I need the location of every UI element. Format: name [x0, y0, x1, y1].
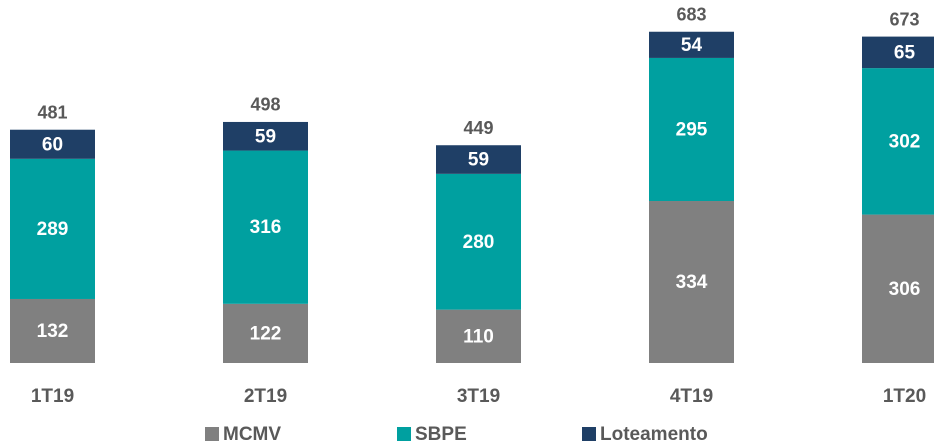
x-tick-label: 2T19	[244, 386, 287, 407]
data-label: 295	[676, 119, 708, 140]
bar-segment	[436, 173, 521, 310]
data-label: 280	[463, 232, 495, 253]
total-label: 481	[37, 102, 67, 122]
bar-segment	[223, 150, 308, 304]
data-label: 110	[463, 326, 494, 347]
total-label: 683	[676, 4, 706, 24]
x-tick-label: 4T19	[670, 386, 713, 407]
data-label: 316	[250, 217, 282, 238]
data-label: 334	[676, 272, 708, 293]
total-label: 449	[463, 118, 493, 138]
bar-segment	[10, 129, 95, 159]
bar-segment	[649, 57, 734, 202]
bar-segment	[223, 303, 308, 363]
total-label: 673	[889, 9, 919, 29]
x-tick-label: 1T20	[883, 386, 926, 407]
bar-segment	[649, 31, 734, 58]
legend-label: SBPE	[415, 424, 467, 445]
data-label: 302	[889, 131, 921, 152]
bar-segment	[649, 201, 734, 363]
bar-segment	[223, 121, 308, 151]
data-label: 65	[894, 42, 916, 63]
data-label: 122	[250, 323, 282, 344]
bar-segment	[436, 145, 521, 174]
bar-segment	[10, 158, 95, 299]
bar-segment	[10, 298, 95, 363]
data-label: 306	[889, 279, 921, 300]
data-label: 60	[42, 134, 63, 155]
data-label: 59	[255, 126, 276, 147]
bar-segment	[862, 214, 934, 363]
total-label: 498	[250, 95, 280, 115]
x-tick-label: 1T19	[31, 386, 74, 407]
bar-segment	[862, 36, 934, 69]
legend-label: Loteamento	[600, 424, 708, 445]
bar-segment	[862, 68, 934, 215]
legend-label: MCMV	[223, 424, 281, 445]
data-label: 289	[37, 219, 69, 240]
data-label: 59	[468, 150, 489, 171]
legend-swatch	[582, 427, 596, 441]
bar-segment	[436, 309, 521, 363]
legend-swatch	[397, 427, 411, 441]
x-tick-label: 3T19	[457, 386, 500, 407]
data-label: 132	[37, 321, 69, 342]
data-label: 54	[681, 35, 703, 56]
legend-swatch	[205, 427, 219, 441]
